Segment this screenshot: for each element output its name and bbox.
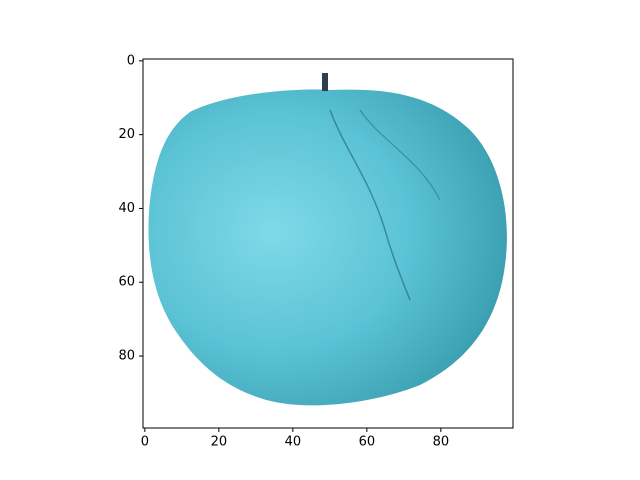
- x-tick-label: 20: [211, 435, 228, 450]
- x-tick-label: 60: [359, 435, 376, 450]
- x-tick-label: 0: [141, 435, 149, 450]
- y-tick-label: 40: [118, 201, 135, 216]
- y-tick-label: 0: [127, 53, 135, 68]
- x-tick-label: 80: [433, 435, 450, 450]
- x-tick-label: 40: [285, 435, 302, 450]
- apple-mark: [329, 109, 411, 301]
- apple-mark: [359, 109, 441, 201]
- axes-frame: [142, 58, 514, 429]
- y-tick-label: 80: [118, 349, 135, 364]
- apple-stem: [322, 73, 328, 91]
- apple-image: [148, 73, 507, 406]
- y-tick-label: 20: [118, 127, 135, 142]
- y-tick-label: 60: [118, 275, 135, 290]
- apple-body: [148, 89, 507, 406]
